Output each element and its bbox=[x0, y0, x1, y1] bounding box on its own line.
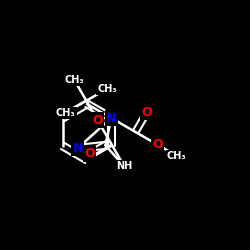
Text: O: O bbox=[92, 114, 103, 126]
Text: O: O bbox=[142, 106, 152, 119]
Text: N: N bbox=[106, 112, 117, 124]
Text: CH₃: CH₃ bbox=[97, 84, 117, 94]
Text: O: O bbox=[84, 147, 95, 160]
Text: CH₃: CH₃ bbox=[65, 75, 84, 85]
Text: O: O bbox=[152, 138, 163, 151]
Text: N: N bbox=[72, 142, 83, 155]
Text: CH₃: CH₃ bbox=[167, 151, 186, 161]
Text: CH₃: CH₃ bbox=[56, 108, 76, 118]
Text: NH: NH bbox=[116, 161, 132, 171]
